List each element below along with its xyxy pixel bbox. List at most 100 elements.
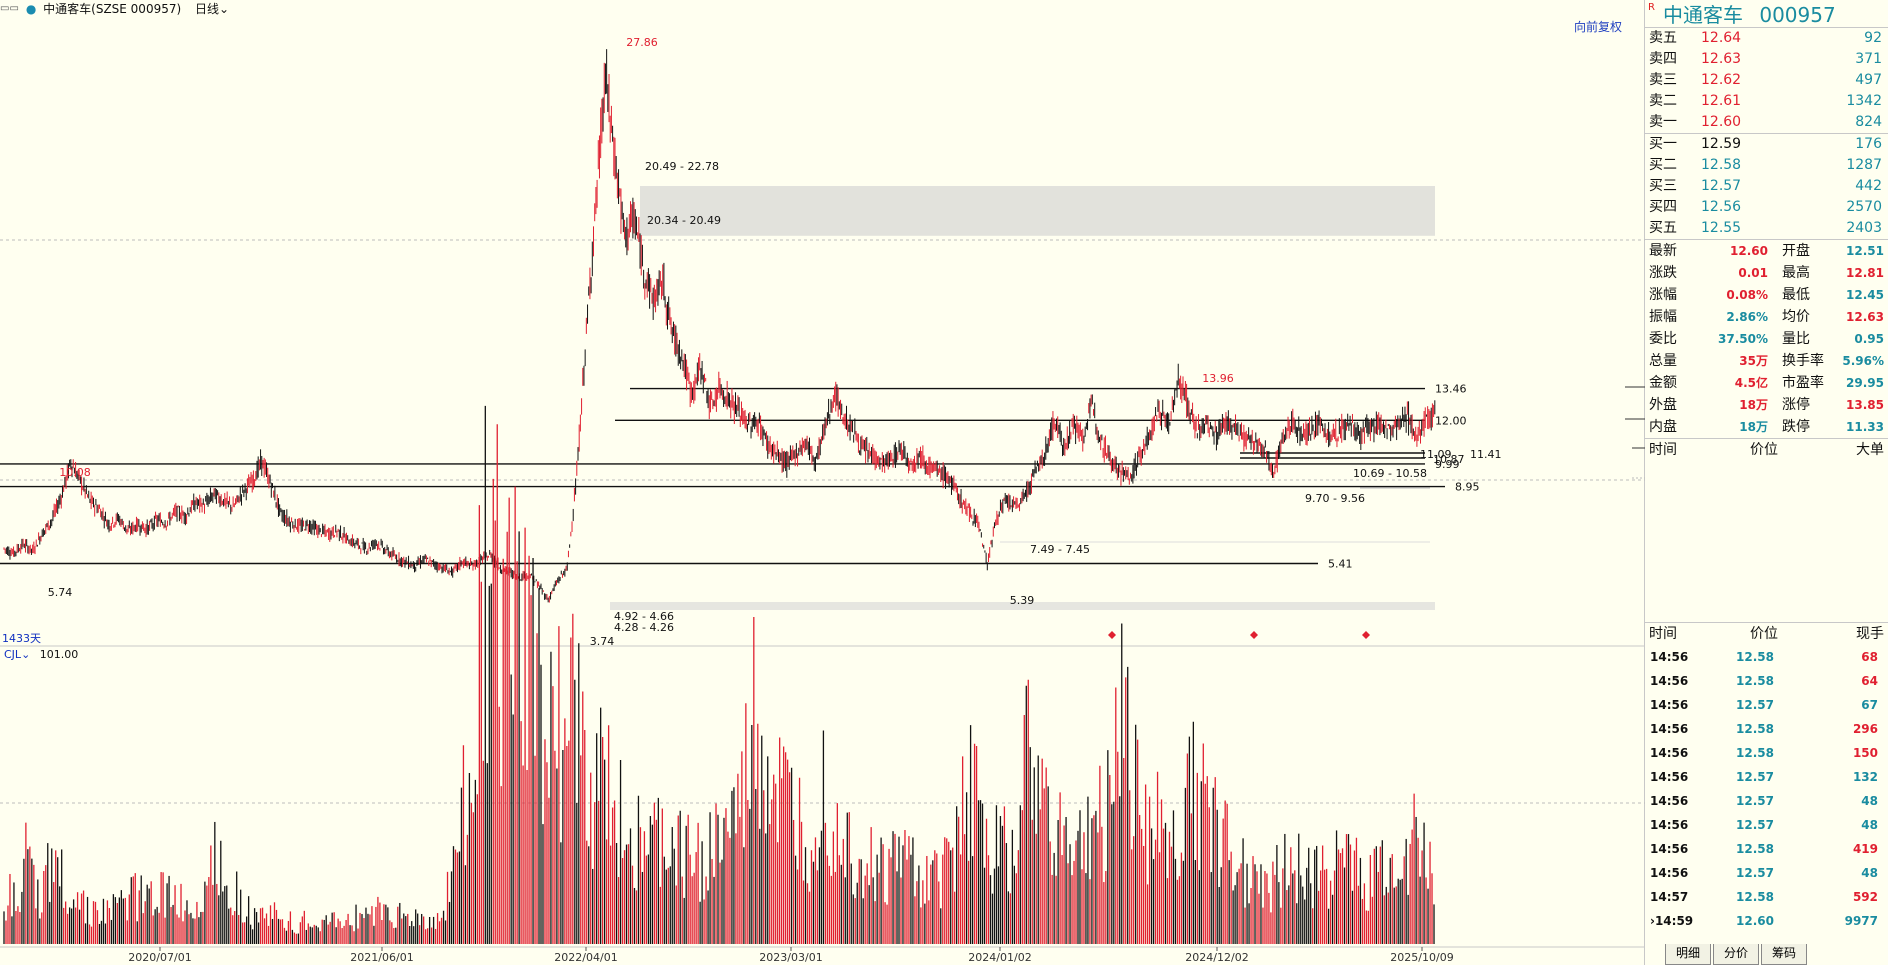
ob-price: 12.64: [1701, 30, 1742, 46]
days-count: 1433天: [2, 632, 41, 645]
signal-marker: [1250, 631, 1258, 639]
stat-label: 量比: [1782, 331, 1810, 347]
stat-label: 振幅: [1649, 309, 1677, 325]
tick-price: 12.57: [1736, 866, 1774, 880]
tick-price: 12.57: [1736, 818, 1774, 832]
bid-row[interactable]: 买五 12.55 2403: [1645, 218, 1888, 239]
tick-row[interactable]: 14:56 12.58 419: [1645, 837, 1888, 861]
tick-list[interactable]: 14:56 12.58 68 14:56 12.58 64 14:56 12.57 67 14:5…: [1645, 645, 1888, 933]
ask-row[interactable]: 卖二 12.61 1342: [1645, 91, 1888, 112]
tick-row[interactable]: 14:56 12.57 48: [1645, 861, 1888, 885]
ask-row[interactable]: 卖三 12.62 497: [1645, 70, 1888, 91]
tick-qty: 592: [1852, 890, 1878, 904]
tick-row[interactable]: 14:56 12.58 64: [1645, 669, 1888, 693]
stat-value: 4.5亿: [1734, 376, 1768, 390]
tick-price-header: 价位: [1750, 626, 1778, 642]
tick-row[interactable]: 14:56 12.58 150: [1645, 741, 1888, 765]
tick-row[interactable]: 14:56 12.57 67: [1645, 693, 1888, 717]
tick-row[interactable]: 14:56 12.58 68: [1645, 645, 1888, 669]
tick-size-header: 现手: [1856, 626, 1884, 642]
panel-tab[interactable]: 明细: [1665, 944, 1712, 965]
stat-label: 总量: [1649, 353, 1677, 369]
x-axis-label: 2024/01/02: [968, 951, 1031, 964]
stat-label: 开盘: [1782, 243, 1810, 259]
ob-volume: 497: [1855, 72, 1882, 88]
stat-value: 29.95: [1846, 376, 1884, 390]
stat-value: 2.86%: [1726, 310, 1768, 324]
tick-qty: 48: [1861, 866, 1878, 880]
tick-time: 14:56: [1650, 794, 1689, 808]
low-label: 3.74: [590, 635, 615, 648]
ask-row[interactable]: 卖一 12.60 824: [1645, 112, 1888, 133]
stat-value: 18万: [1739, 398, 1768, 412]
chevron-down-icon: ⌄: [219, 2, 230, 16]
stat-label: 内盘: [1649, 419, 1677, 435]
period-selector[interactable]: 日线⌄: [195, 0, 229, 18]
zone-label: 20.49 - 22.78: [645, 160, 719, 173]
tick-time: 14:56: [1650, 746, 1689, 760]
bid-row[interactable]: 买四 12.56 2570: [1645, 197, 1888, 218]
tick-row[interactable]: 14:56 12.57 48: [1645, 789, 1888, 813]
tick-price: 12.58: [1736, 722, 1774, 736]
bid-row[interactable]: 买二 12.58 1287: [1645, 155, 1888, 176]
layout-icon[interactable]: ▭▭: [0, 3, 19, 14]
volume-indicator[interactable]: CJL⌄ 101.00: [4, 648, 78, 661]
stock-code: 000957: [1759, 3, 1836, 27]
ask-row[interactable]: 卖四 12.63 371: [1645, 49, 1888, 70]
tick-row[interactable]: 14:57 12.58 592: [1645, 885, 1888, 909]
ob-volume: 1342: [1846, 93, 1882, 109]
tick-row[interactable]: 14:56 12.57 48: [1645, 813, 1888, 837]
stat-value: 0.08%: [1726, 288, 1768, 302]
stat-label: 市盈率: [1782, 375, 1824, 391]
panel-tabs: 明细 分价 筹码: [1665, 944, 1809, 965]
bid-row[interactable]: 买三 12.57 442: [1645, 176, 1888, 197]
ob-volume: 2570: [1846, 199, 1882, 215]
x-axis-label: 2024/12/02: [1185, 951, 1248, 964]
ob-price: 12.63: [1701, 51, 1742, 67]
stat-value: 12.51: [1846, 244, 1884, 258]
stat-value: 0.95: [1854, 332, 1884, 346]
tick-price: 12.60: [1736, 914, 1774, 928]
stat-row: 振幅 2.86% 均价 12.63: [1645, 306, 1888, 328]
panel-tab[interactable]: 筹码: [1761, 944, 1808, 965]
ob-label: 卖四: [1649, 51, 1677, 67]
ob-label: 卖五: [1649, 30, 1677, 46]
stat-value: 5.96%: [1842, 354, 1884, 368]
panel-tab[interactable]: 分价: [1713, 944, 1760, 965]
chart-canvas[interactable]: 13.46 12.00 9.99 8.95 5.41 27.86 10.08 13.96 5.…: [0, 0, 1645, 965]
tick-qty: 132: [1852, 770, 1878, 784]
tick-qty: 48: [1861, 794, 1878, 808]
bid-row[interactable]: 买一 12.59 176: [1645, 134, 1888, 155]
big-order-list[interactable]: [1645, 461, 1888, 622]
kline-chart-area[interactable]: ▭▭ ● 中通客车(SZSE 000957) 日线⌄ 向前复权 1433天 CJ…: [0, 0, 1645, 965]
tick-price: 12.58: [1736, 890, 1774, 904]
ask-row[interactable]: 卖五 12.64 92: [1645, 28, 1888, 49]
tick-row[interactable]: 14:56 12.57 132: [1645, 765, 1888, 789]
r-mark: R: [1648, 2, 1655, 13]
stat-row: 内盘 18万 跌停 11.33: [1645, 416, 1888, 438]
ob-price: 12.60: [1701, 114, 1742, 130]
tick-price: 12.58: [1736, 650, 1774, 664]
stat-row: 外盘 18万 涨停 13.85: [1645, 394, 1888, 416]
ask-book: 卖五 12.64 92 卖四 12.63 371 卖三 12.62 497 卖二 12.61 1342…: [1645, 28, 1888, 133]
signal-marker: [1108, 631, 1116, 639]
stat-label: 金额: [1649, 375, 1677, 391]
stat-label: 涨跌: [1649, 265, 1677, 281]
zone-label: 10.69 - 10.58: [1353, 467, 1427, 480]
big-order-header: 时间 价位 大单: [1645, 439, 1888, 461]
x-axis-label: 2021/06/01: [350, 951, 413, 964]
ob-price: 12.62: [1701, 72, 1742, 88]
tick-row[interactable]: ›14:59 12.60 9977: [1645, 909, 1888, 933]
zone-label: 20.34 - 20.49: [647, 214, 721, 227]
ob-label: 买五: [1649, 220, 1677, 236]
zone-label: 11.09: [1420, 448, 1452, 461]
tick-time: 14:56: [1650, 818, 1689, 832]
price-zone: [610, 602, 1435, 610]
adjust-button[interactable]: 向前复权: [1573, 20, 1622, 34]
tick-row[interactable]: 14:56 12.58 296: [1645, 717, 1888, 741]
ob-label: 卖三: [1649, 72, 1677, 88]
bid-book: 买一 12.59 176 买二 12.58 1287 买三 12.57 442 买四 12.56 25…: [1645, 134, 1888, 239]
stat-label: 跌停: [1782, 419, 1810, 435]
stat-label: 最高: [1782, 265, 1810, 281]
